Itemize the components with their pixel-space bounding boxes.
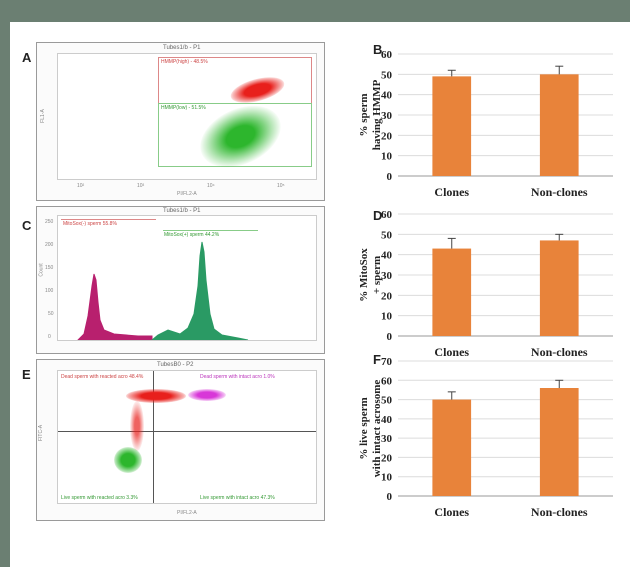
y-tick-label-1: 10	[381, 311, 393, 323]
quadrant-label-q4: Live sperm with intact acro 47.3%	[200, 495, 275, 501]
x-category-label-1: Non-clones	[531, 185, 588, 199]
flow-plot-e-y-axis: FITC-A	[38, 424, 45, 442]
y-tick-label-0: 0	[387, 171, 393, 183]
x-category-label-1: Non-clones	[531, 345, 588, 359]
quadrant-label-q3: Live sperm with reacted acro 3.3%	[61, 495, 138, 501]
gate-mitosox-negative	[61, 219, 156, 220]
y-tick-label-4: 40	[381, 414, 393, 426]
flow-plot-a-x-tick-2: 10⁴	[207, 183, 215, 189]
y-tick-label-7: 70	[381, 356, 393, 368]
flow-plot-c-area: MitoSox(-) sperm 55.8% MitoSox(+) sperm …	[57, 215, 317, 341]
y-tick-label-5: 50	[381, 395, 393, 407]
flow-plot-a-x-axis: PI/FL2-A	[177, 191, 197, 197]
quadrant-vertical-line	[153, 371, 154, 503]
bar-chart-hmmp: 0 10 20 30 40 50 60 % spermhaving HMMP Clones Non…	[358, 49, 613, 199]
flow-plot-e-title: TubesB0 - P2	[157, 362, 194, 368]
flow-plot-e-area: Dead sperm with reacted acro 48.4% Dead …	[57, 370, 317, 504]
y-axis-label: % live spermwith intact acrosome	[358, 380, 383, 478]
flow-plot-a-x-tick-3: 10⁵	[277, 183, 285, 189]
flow-plot-c-y-tick-0: 0	[48, 334, 51, 340]
flow-plot-c-y-axis: Count	[38, 263, 45, 277]
y-tick-label-1: 10	[381, 472, 393, 484]
quadrant-label-q1: Dead sperm with reacted acro 48.4%	[61, 374, 144, 380]
flow-plot-a-title: Tubes1/b - P1	[163, 45, 201, 51]
flow-plot-c-y-tick-3: 150	[45, 265, 54, 271]
flow-plot-c-title: Tubes1/b - P1	[163, 208, 201, 214]
purple-population	[188, 389, 226, 401]
y-tick-label-3: 30	[381, 110, 393, 122]
panel-label-c: C	[22, 218, 32, 233]
panel-label-b: B	[373, 42, 383, 57]
flow-plot-e: TubesB0 - P2 FITC-A Dead sperm with reac…	[36, 359, 325, 521]
y-axis-label: % spermhaving HMMP	[358, 79, 383, 150]
bar-chart-acrosome: 0 10 20 30 40 50 60 70 % live spermwith intact a…	[358, 356, 613, 519]
y-tick-label-2: 20	[381, 130, 393, 142]
flow-plot-a: Tubes1/b - P1 FL1-A HMMP(high) - 48.5% H…	[36, 42, 325, 201]
panel-label-f: F	[373, 352, 381, 367]
flow-plot-a-x-tick-1: 10³	[137, 183, 145, 189]
y-tick-label-0: 0	[387, 491, 393, 503]
bar-clones	[432, 399, 472, 496]
panel-label-e: E	[22, 367, 31, 382]
quadrant-horizontal-line	[58, 431, 316, 432]
y-tick-label-2: 20	[381, 290, 393, 302]
x-category-label-0: Clones	[434, 505, 469, 519]
flow-plot-c-y-tick-2: 100	[45, 288, 54, 294]
quadrant-label-q2: Dead sperm with intact acro 1.0%	[200, 374, 275, 380]
y-tick-label-5: 50	[381, 69, 393, 81]
y-tick-label-4: 40	[381, 250, 393, 262]
y-tick-label-1: 10	[381, 151, 393, 163]
flow-plot-e-x-axis: PI/FL2-A	[177, 510, 197, 516]
teal-histogram-peak	[151, 241, 249, 340]
flow-plot-c-y-tick-5: 250	[45, 219, 54, 225]
bar-chart-mitosox: 0 10 20 30 40 50 60 % MitoSox+ sperm Clones Non-c…	[358, 209, 613, 359]
bar-clones	[432, 76, 472, 176]
flow-plot-a-area: HMMP(high) - 48.5% HMMP(low) - 51.5%	[57, 53, 317, 180]
panel-label-d: D	[373, 208, 383, 223]
magenta-histogram-peak	[77, 273, 153, 340]
gate-label-hmmp-low: HMMP(low) - 51.5%	[161, 105, 206, 111]
flow-plot-c-y-tick-1: 50	[48, 311, 54, 317]
gate-mitosox-positive	[163, 230, 258, 231]
flow-plot-a-x-tick-0: 10²	[77, 183, 85, 189]
y-tick-label-4: 40	[381, 90, 393, 102]
x-category-label-0: Clones	[434, 345, 469, 359]
y-tick-label-6: 60	[381, 49, 393, 61]
flow-plot-a-y-axis: FL1-A	[39, 109, 46, 123]
bar-non-clones	[539, 240, 579, 336]
flow-plot-c: Tubes1/b - P1 Count 0 50 100 150 200 250…	[36, 206, 325, 354]
gate-label-hmmp-high: HMMP(high) - 48.5%	[161, 59, 208, 65]
panel-label-a: A	[22, 50, 32, 65]
figure-panel: A B C D E F Tubes1/b - P1 FL1-A HMMP(hig…	[10, 22, 630, 567]
flow-plot-c-y-tick-4: 200	[45, 242, 54, 248]
histogram-svg	[77, 241, 249, 340]
y-tick-label-2: 20	[381, 452, 393, 464]
y-tick-label-3: 30	[381, 433, 393, 445]
bar-non-clones	[539, 388, 579, 496]
bar-non-clones	[539, 74, 579, 176]
y-tick-label-6: 60	[381, 375, 393, 387]
y-tick-label-0: 0	[387, 331, 393, 343]
y-tick-label-5: 50	[381, 229, 393, 241]
y-axis-label: % MitoSox+ sperm	[358, 248, 383, 302]
gate-label-mitosox-negative: MitoSox(-) sperm 55.8%	[63, 221, 117, 227]
red-population-tail	[130, 401, 144, 451]
y-tick-label-3: 30	[381, 270, 393, 282]
x-category-label-0: Clones	[434, 185, 469, 199]
red-population-upper	[126, 389, 186, 403]
x-category-label-1: Non-clones	[531, 505, 588, 519]
green-population	[114, 447, 142, 473]
gate-label-mitosox-positive: MitoSox(+) sperm 44.2%	[164, 232, 220, 238]
y-tick-label-6: 60	[381, 209, 393, 221]
bar-clones	[432, 248, 472, 336]
